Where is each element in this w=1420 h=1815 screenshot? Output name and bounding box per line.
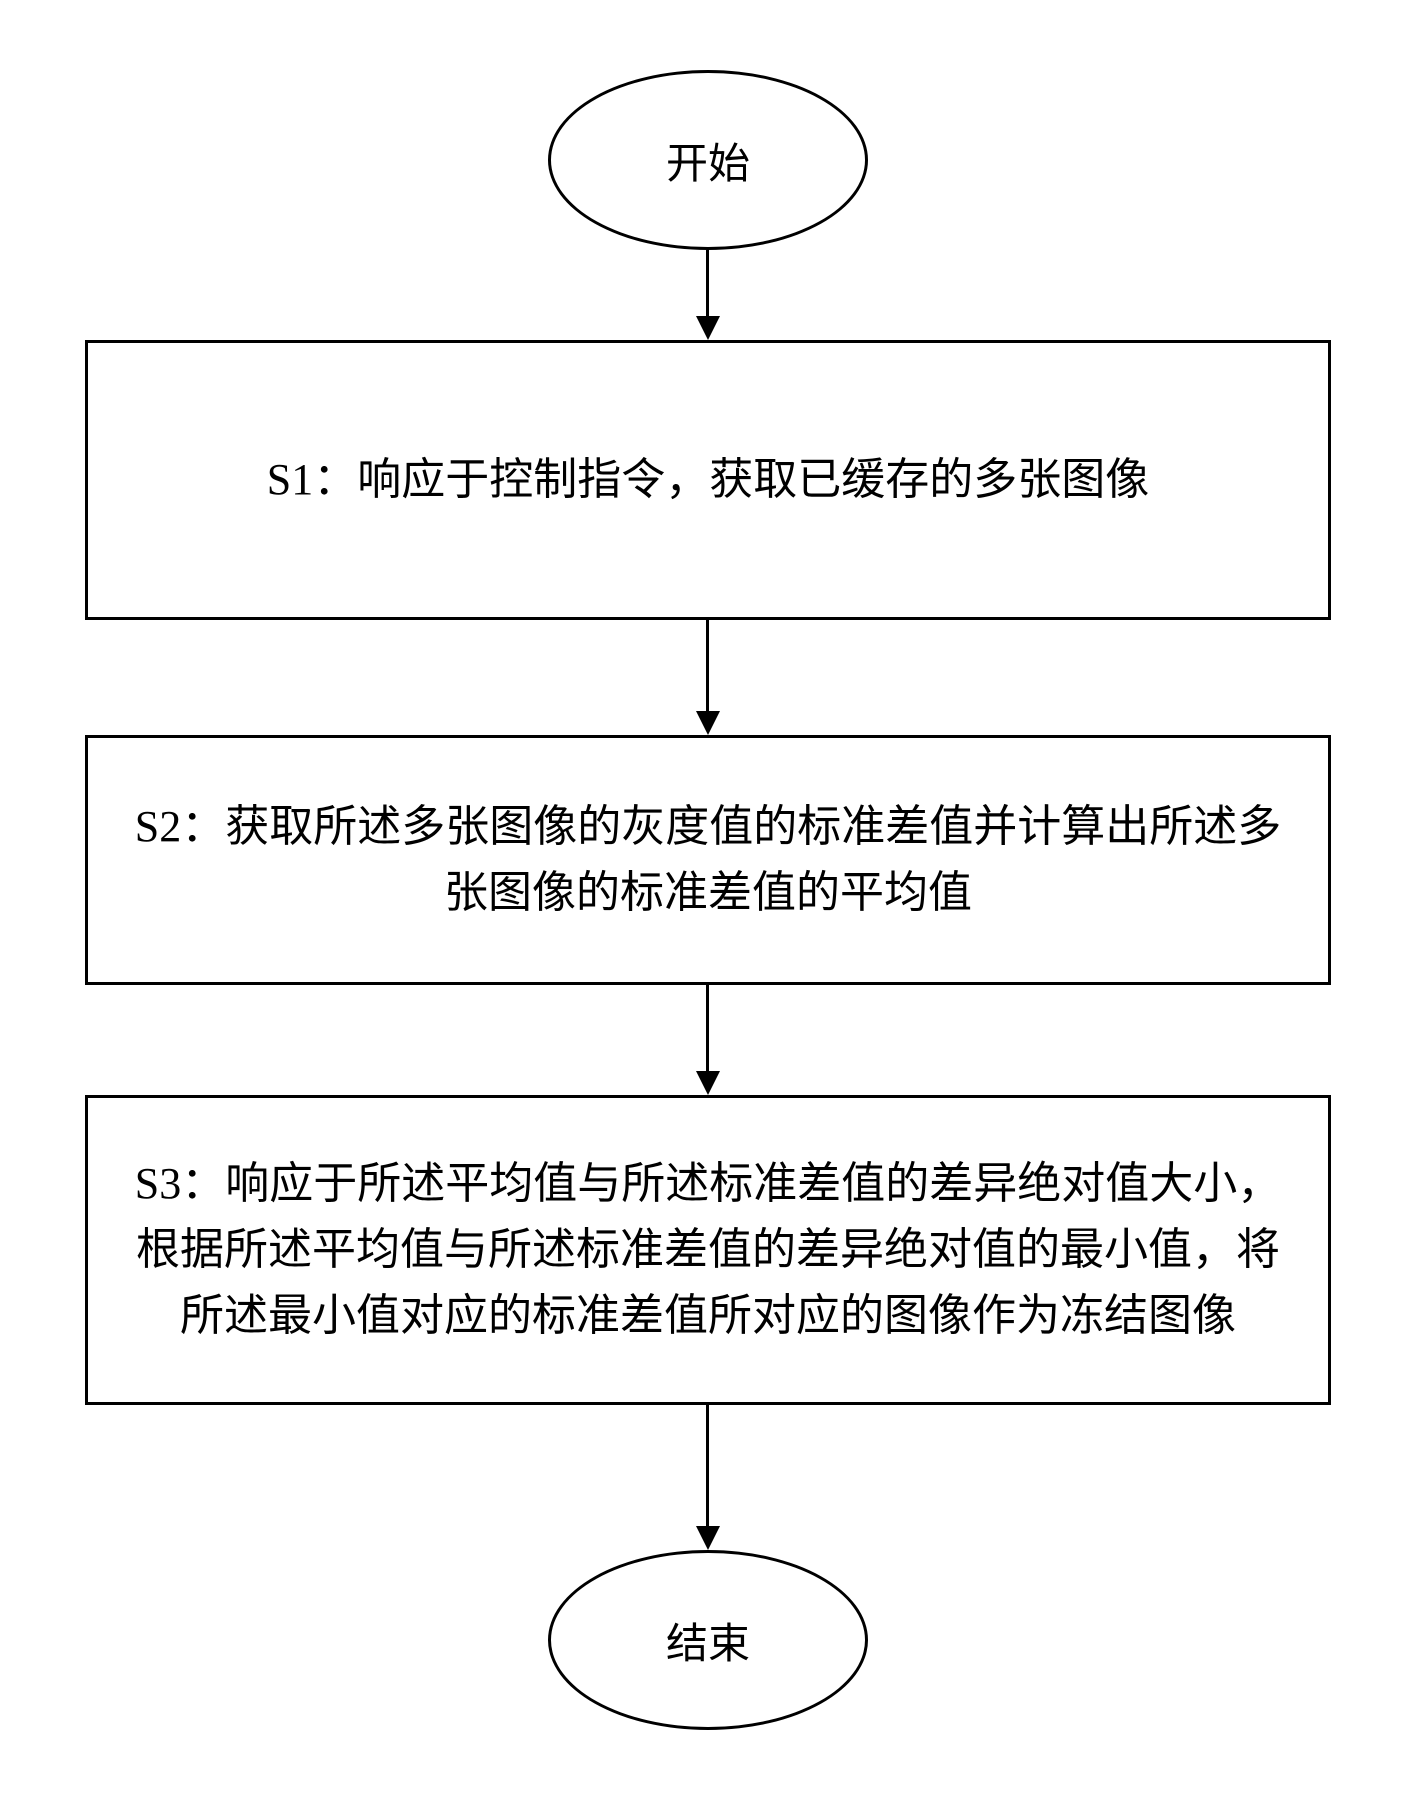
start-label: 开始: [666, 130, 750, 191]
edge-s2-s3: [706, 985, 709, 1071]
flowchart-s2-node: S2：获取所述多张图像的灰度值的标准差值并计算出所述多张图像的标准差值的平均值: [85, 735, 1331, 985]
flowchart-s3-node: S3：响应于所述平均值与所述标准差值的差异绝对值大小，根据所述平均值与所述标准差…: [85, 1095, 1331, 1405]
edge-s2-s3-head: [696, 1071, 720, 1095]
edge-s1-s2: [706, 620, 709, 711]
s1-label: S1：响应于控制指令，获取已缓存的多张图像: [267, 447, 1149, 513]
flowchart-start-node: 开始: [548, 70, 868, 250]
edge-start-s1-head: [696, 316, 720, 340]
edge-start-s1: [706, 250, 709, 316]
edge-s3-end: [706, 1405, 709, 1526]
flowchart-s1-node: S1：响应于控制指令，获取已缓存的多张图像: [85, 340, 1331, 620]
end-label: 结束: [666, 1610, 750, 1671]
s3-label: S3：响应于所述平均值与所述标准差值的差异绝对值大小，根据所述平均值与所述标准差…: [128, 1151, 1288, 1349]
edge-s3-end-head: [696, 1526, 720, 1550]
s2-label: S2：获取所述多张图像的灰度值的标准差值并计算出所述多张图像的标准差值的平均值: [128, 794, 1288, 926]
flowchart-end-node: 结束: [548, 1550, 868, 1730]
edge-s1-s2-head: [696, 711, 720, 735]
